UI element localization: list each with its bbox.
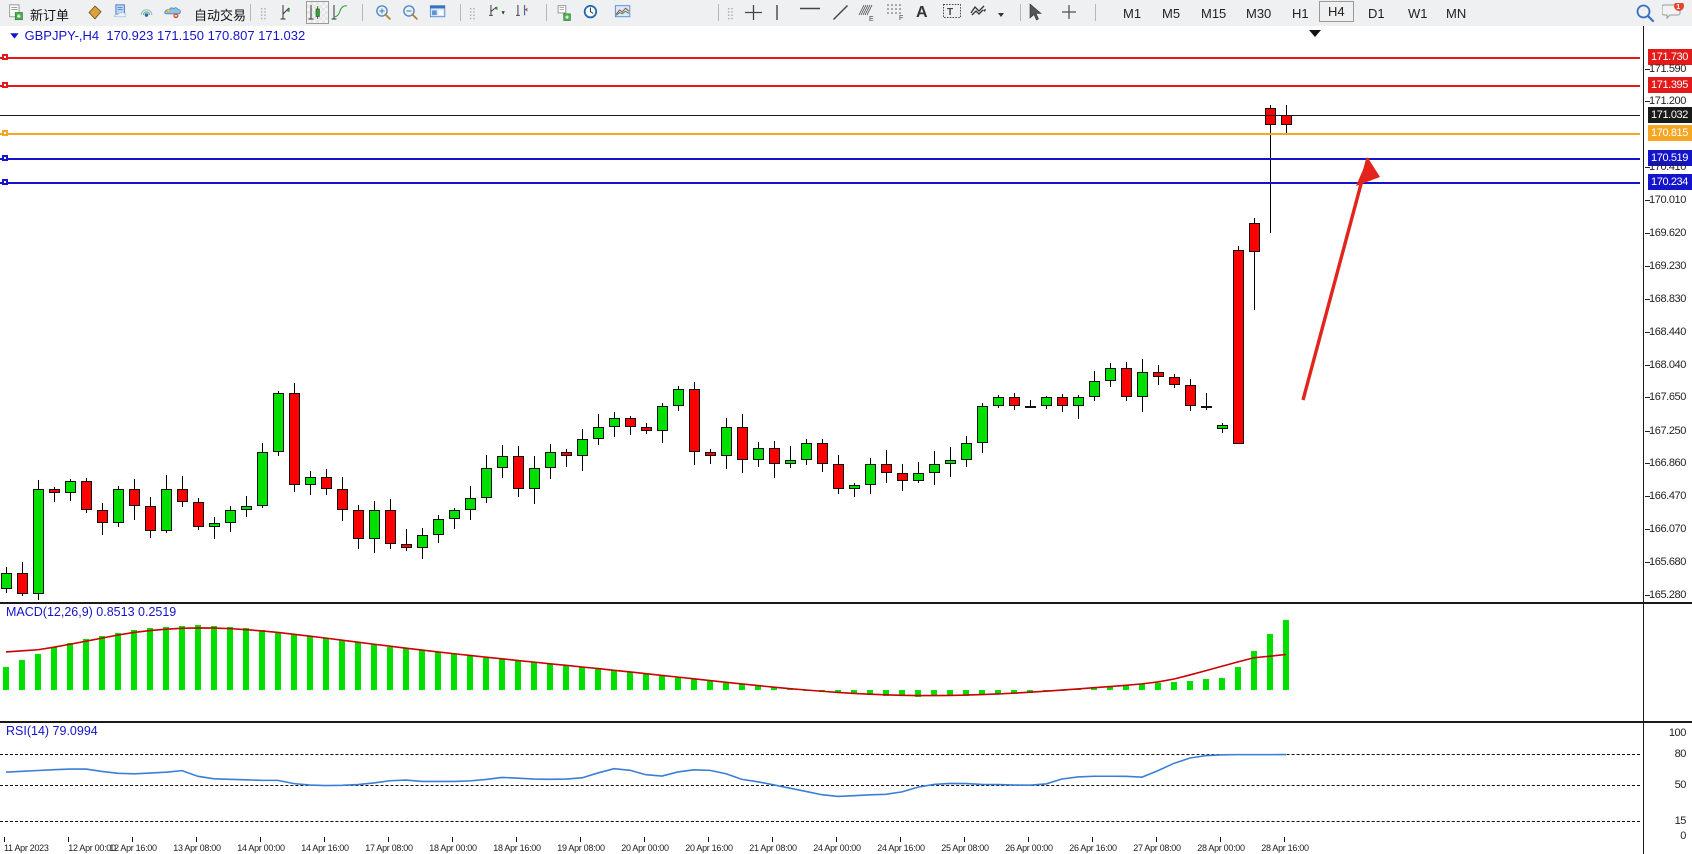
svg-text:▼: ▼ <box>500 10 506 16</box>
svg-text:T: T <box>947 7 953 18</box>
svg-text:F: F <box>899 15 903 21</box>
svg-text:1: 1 <box>1676 4 1680 11</box>
svg-text:E: E <box>869 16 874 22</box>
